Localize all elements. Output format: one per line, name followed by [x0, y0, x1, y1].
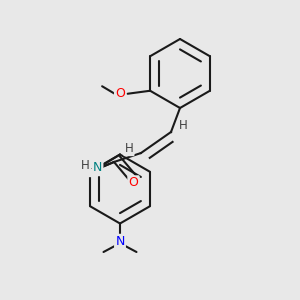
Text: H: H: [124, 142, 134, 155]
Text: O: O: [129, 176, 138, 190]
Text: H: H: [178, 119, 188, 133]
Text: H: H: [87, 163, 96, 176]
Text: H: H: [81, 159, 90, 172]
Text: O: O: [115, 87, 125, 100]
Text: N: N: [115, 235, 125, 248]
Text: N: N: [93, 161, 102, 174]
